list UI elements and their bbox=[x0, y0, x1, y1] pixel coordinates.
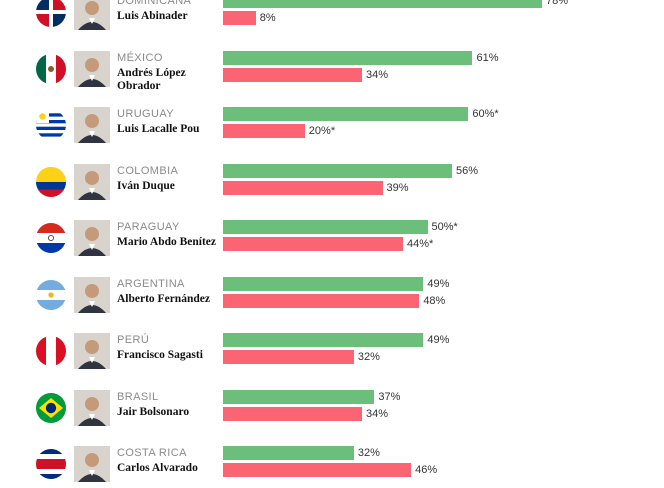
disapprove-bar bbox=[223, 180, 383, 195]
leader-photo bbox=[74, 107, 110, 143]
approve-value-label: 37% bbox=[378, 390, 401, 403]
leader-name: Carlos Alvarado bbox=[117, 462, 198, 474]
brazil-flag-icon bbox=[36, 392, 66, 423]
approve-value-label: 49% bbox=[427, 277, 450, 290]
approve-value-label: 56% bbox=[456, 164, 479, 177]
leader-photo bbox=[74, 0, 110, 30]
approve-bar bbox=[223, 389, 375, 404]
approve-bar bbox=[223, 276, 424, 291]
disapprove-value-label: 34% bbox=[366, 68, 389, 81]
disapprove-value-label: 48% bbox=[423, 294, 446, 307]
leader-photo bbox=[74, 220, 110, 256]
leader-photo bbox=[74, 50, 110, 87]
country-name: PARAGUAY bbox=[117, 221, 180, 233]
country-name: URUGUAY bbox=[117, 108, 174, 120]
country-row: MÉXICO Andrés López Obrador 61% 34% bbox=[0, 39, 664, 93]
leader-photo bbox=[74, 276, 110, 313]
leader-name: Francisco Sagasti bbox=[117, 349, 203, 361]
approve-bar bbox=[223, 220, 428, 234]
approve-bar bbox=[223, 446, 354, 460]
approve-bar bbox=[223, 107, 469, 121]
costa-rica-flag-icon bbox=[36, 449, 66, 479]
approve-bar bbox=[223, 163, 453, 178]
leader-photo bbox=[74, 333, 110, 369]
leader-name: Iván Duque bbox=[117, 179, 175, 192]
disapprove-value-label: 32% bbox=[357, 351, 380, 363]
disapprove-bar bbox=[223, 124, 305, 138]
country-row: COLOMBIA Iván Duque 56% 39% bbox=[0, 152, 664, 206]
approve-value-label: 49% bbox=[427, 334, 450, 346]
country-row: ARGENTINA Alberto Fernández 49% 48% bbox=[0, 265, 664, 319]
leader-name: Alberto Fernández bbox=[117, 292, 210, 305]
approve-value-label: 78% bbox=[546, 0, 569, 7]
leader-name: Luis Lacalle Pou bbox=[117, 123, 200, 135]
disapprove-bar bbox=[223, 237, 403, 251]
disapprove-bar bbox=[223, 67, 363, 82]
leader-photo bbox=[74, 446, 110, 482]
country-name: COSTA RICA bbox=[117, 447, 187, 459]
argentina-flag-icon bbox=[36, 279, 66, 310]
colombia-flag-icon bbox=[36, 166, 66, 197]
disapprove-value-label: 34% bbox=[366, 407, 389, 420]
disapprove-bar bbox=[223, 350, 354, 364]
country-name: DOMINICANA bbox=[117, 0, 192, 7]
country-row: PERÚ Francisco Sagasti 49% 32% bbox=[0, 321, 664, 375]
approve-value-label: 60%* bbox=[472, 108, 499, 120]
approve-bar bbox=[223, 333, 424, 347]
leader-photo bbox=[74, 389, 110, 426]
leader-photo bbox=[74, 163, 110, 200]
country-row: PARAGUAY Mario Abdo Benítez 50%* 44%* bbox=[0, 208, 664, 262]
disapprove-bar bbox=[223, 11, 256, 25]
country-name: COLOMBIA bbox=[117, 164, 179, 177]
country-row: COSTA RICA Carlos Alvarado 32% 46% bbox=[0, 434, 664, 488]
approve-bar bbox=[223, 50, 473, 65]
country-name: ARGENTINA bbox=[117, 277, 185, 290]
country-name: PERÚ bbox=[117, 334, 150, 346]
disapprove-value-label: 20%* bbox=[308, 125, 336, 137]
disapprove-value-label: 8% bbox=[259, 12, 276, 24]
uruguay-flag-icon bbox=[36, 110, 66, 140]
disapprove-bar bbox=[223, 463, 412, 477]
disapprove-bar bbox=[223, 406, 363, 421]
leader-name: Jair Bolsonaro bbox=[117, 405, 190, 418]
disapprove-value-label: 44%* bbox=[406, 238, 434, 250]
disapprove-value-label: 39% bbox=[386, 181, 409, 194]
approve-value-label: 50%* bbox=[431, 221, 458, 233]
approve-value-label: 61% bbox=[476, 51, 499, 64]
country-row: DOMINICANA Luis Abinader 78% 8% bbox=[0, 0, 664, 36]
leader-name: Mario Abdo Benítez bbox=[117, 236, 217, 248]
country-name: MÉXICO bbox=[117, 51, 163, 64]
disapprove-bar bbox=[223, 293, 420, 308]
country-row: BRASIL Jair Bolsonaro 37% 34% bbox=[0, 378, 664, 432]
leader-name: Luis Abinader bbox=[117, 10, 188, 22]
mexico-flag-icon bbox=[36, 53, 66, 84]
country-row: URUGUAY Luis Lacalle Pou 60%* 20%* bbox=[0, 95, 664, 149]
approve-value-label: 32% bbox=[357, 447, 380, 459]
dominican-republic-flag-icon bbox=[36, 0, 66, 27]
leader-name: Andrés López Obrador bbox=[117, 66, 186, 92]
paraguay-flag-icon bbox=[36, 223, 66, 253]
disapprove-value-label: 46% bbox=[415, 464, 438, 476]
peru-flag-icon bbox=[36, 336, 66, 366]
country-name: BRASIL bbox=[117, 390, 159, 403]
approve-bar bbox=[223, 0, 543, 8]
